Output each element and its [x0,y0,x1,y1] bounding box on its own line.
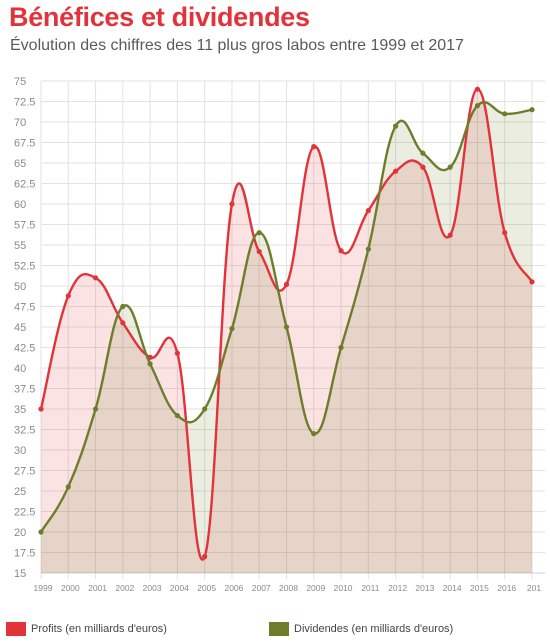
x-tick-label: 2001 [88,583,107,593]
dividends-point [202,406,208,412]
dividends-point [529,107,535,113]
profits-point [202,554,208,560]
y-tick-label: 62.5 [14,179,35,191]
dividends-point [338,344,344,351]
y-tick-label: 22.5 [14,507,35,519]
profits-point [338,248,344,254]
y-tick-label: 65 [14,158,26,170]
profits-point [65,293,71,299]
x-tick-label: 2012 [388,583,407,593]
profits-point [283,281,290,287]
x-tick-label: 2016 [497,583,516,593]
chart-title: Bénéfices et dividendes [9,2,310,32]
x-tick-label: 201 [527,583,541,593]
legend-dividends-swatch [269,622,289,636]
legend-dividends: Dividendes (en milliards d'euros) [269,622,453,636]
y-tick-label: 35 [14,404,26,416]
dividends-point [120,303,126,310]
dividends-point [174,412,180,419]
x-tick-label: 2000 [61,583,80,593]
y-tick-label: 30 [14,445,26,457]
y-tick-label: 75 [14,76,26,88]
profits-point [38,406,44,412]
profits-point [420,164,426,170]
dividends-area [41,102,532,574]
dividends-point [420,150,426,156]
y-tick-label: 25 [14,486,26,498]
y-tick-label: 20 [14,527,26,539]
x-tick-label: 1999 [34,583,53,593]
legend-dividends-label: Dividendes (en milliards d'euros) [294,623,454,635]
y-tick-label: 17.5 [14,548,35,560]
x-tick-label: 2013 [415,583,434,593]
x-tick-label: 2009 [306,583,325,593]
y-tick-label: 27.5 [14,466,35,478]
profits-point [529,279,535,285]
dividends-point [147,361,153,367]
profits-point [92,275,99,281]
y-tick-label: 32.5 [14,425,35,437]
dividends-point [283,324,290,330]
profits-point [502,230,508,236]
dividends-point [393,123,399,129]
y-tick-label: 50 [14,281,26,293]
y-tick-label: 40 [14,363,26,375]
chart-subtitle: Évolution des chiffres des 11 plus gros … [10,37,464,54]
y-tick-label: 67.5 [14,138,35,150]
dividends-point [229,326,235,332]
x-tick-label: 2005 [197,583,216,593]
x-tick-label: 2002 [115,583,134,593]
profits-point [174,350,180,356]
dividends-point [38,529,44,535]
y-tick-label: 42.5 [14,343,35,355]
y-tick-label: 15 [14,568,26,580]
x-tick-label: 2008 [279,583,298,593]
profits-point [447,232,453,238]
dividends-point [65,484,71,490]
y-tick-label: 70 [14,117,26,129]
x-tick-label: 2010 [334,583,353,593]
x-tick-label: 2006 [224,583,243,593]
x-tick-label: 2014 [443,583,462,593]
y-tick-label: 72.5 [14,97,35,109]
legend-profits-swatch [6,622,26,636]
y-tick-label: 60 [14,199,26,211]
y-tick-label: 45 [14,322,26,334]
dividends-point [92,406,99,412]
dividends-point [447,164,453,170]
dividends-point [311,431,317,437]
y-tick-label: 52.5 [14,261,35,273]
legend-profits-label: Profits (en milliards d'euros) [31,623,167,635]
y-tick-label: 47.5 [14,302,35,314]
dividends-point [474,103,481,109]
y-tick-label: 57.5 [14,220,35,232]
legend-profits: Profits (en milliards d'euros) [6,622,167,636]
profits-point [393,168,399,174]
dividends-point [365,246,371,252]
profits-point [256,248,262,255]
x-tick-label: 2003 [143,583,162,593]
profits-point [229,201,235,207]
dividends-point [502,111,508,117]
x-tick-label: 2011 [361,583,380,593]
x-tick-label: 2007 [252,583,271,593]
x-tick-label: 2015 [470,583,489,593]
profits-point [474,86,481,92]
profits-point [120,320,126,326]
x-tick-label: 2004 [170,583,189,593]
y-tick-label: 55 [14,240,26,252]
profits-point [311,144,317,150]
profits-point [365,207,371,214]
y-tick-label: 37.5 [14,384,35,396]
dividends-point [256,230,262,236]
